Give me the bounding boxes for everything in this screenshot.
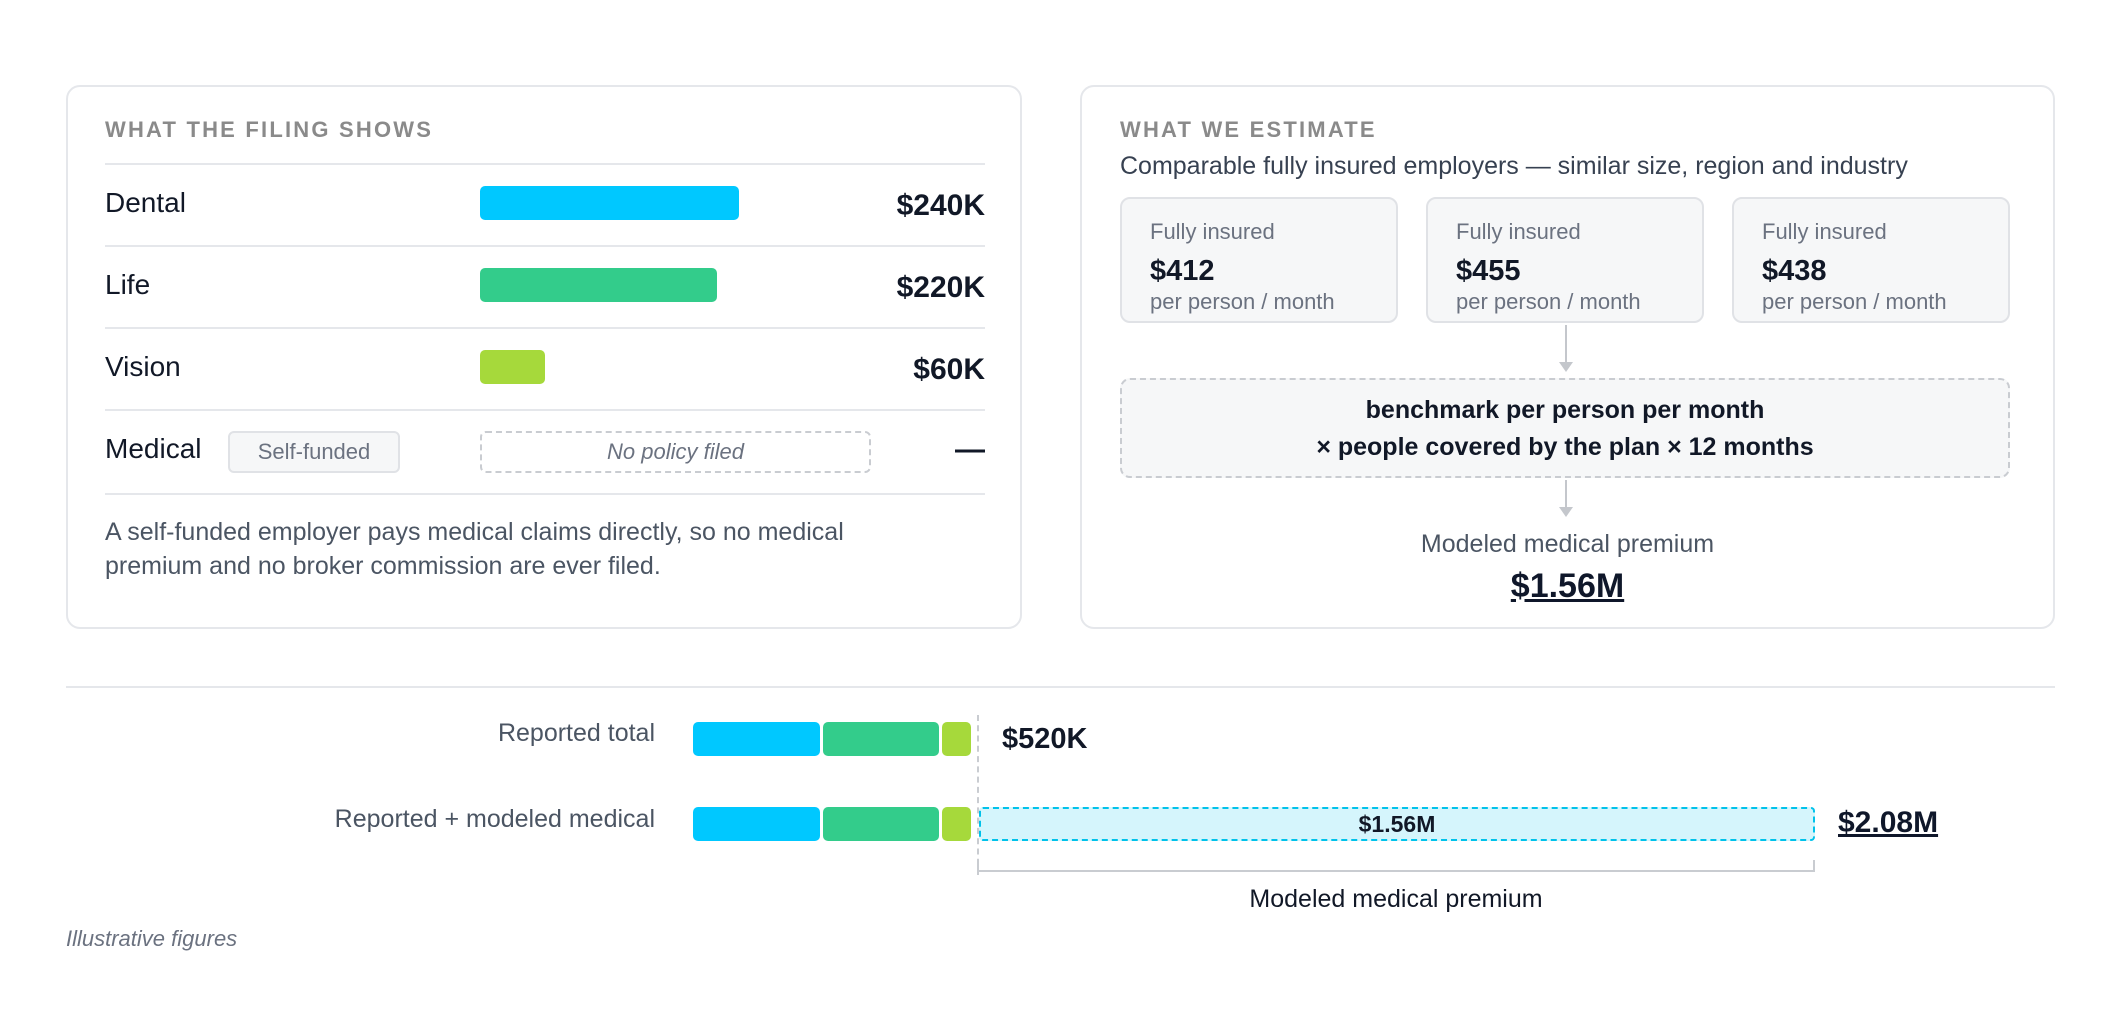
stack-segment-dental <box>693 722 820 756</box>
benchmark-amount: $412 <box>1150 255 1215 287</box>
filing-card: WHAT THE FILING SHOWS Dental $240K Life … <box>66 85 1022 629</box>
estimate-card: WHAT WE ESTIMATE Comparable fully insure… <box>1080 85 2055 629</box>
arrow-head-icon <box>1559 507 1573 517</box>
coverage-label: Medical <box>105 433 202 464</box>
stack-segment-vision <box>942 807 971 841</box>
arrow-down-icon <box>1565 480 1567 510</box>
benchmark-amount: $455 <box>1456 255 1521 287</box>
stack-segment-life <box>823 807 939 841</box>
coverage-row-medical: Medical Self-funded No policy filed — <box>105 409 985 495</box>
benchmark-kicker: Fully insured <box>1456 219 1581 244</box>
arrow-down-icon <box>1565 325 1567 365</box>
coverage-value: $60K <box>913 353 985 386</box>
formula-box: benchmark per person per month × people … <box>1120 378 2010 478</box>
reported-end-guide <box>977 715 979 875</box>
coverage-row-vision: Vision $60K <box>105 327 985 411</box>
reported-total-value: $520K <box>1002 723 1088 755</box>
modeled-premium-label: Modeled medical premium <box>1420 530 1715 558</box>
benchmark-unit: per person / month <box>1456 289 1641 314</box>
arrow-head-icon <box>1559 362 1573 372</box>
modeled-medical-segment: $1.56M <box>979 807 1815 841</box>
combined-total-value: $2.08M <box>1838 806 1939 839</box>
benchmark-amount: $438 <box>1762 255 1827 287</box>
coverage-value: $240K <box>896 189 985 222</box>
coverage-label: Life <box>105 269 151 300</box>
coverage-label: Vision <box>105 351 181 382</box>
medical-value: — <box>955 433 985 466</box>
stack-segment-life <box>823 722 939 756</box>
self-funded-badge: Self-funded <box>228 431 400 473</box>
illustrative-footnote: Illustrative figures <box>66 926 238 951</box>
combined-total-label: Reported + modeled medical <box>334 805 655 833</box>
coverage-bar <box>480 186 739 220</box>
benchmark-unit: per person / month <box>1762 289 1947 314</box>
filing-eyebrow: WHAT THE FILING SHOWS <box>105 117 434 142</box>
stack-segment-vision <box>942 722 971 756</box>
benchmark-card: Fully insured $438 per person / month <box>1732 197 2010 323</box>
no-policy-placeholder: No policy filed <box>480 431 871 473</box>
benchmark-card: Fully insured $412 per person / month <box>1120 197 1398 323</box>
benchmark-kicker: Fully insured <box>1150 219 1275 244</box>
stack-segment-dental <box>693 807 820 841</box>
modeled-bracket <box>977 860 1815 872</box>
coverage-value: $220K <box>896 271 985 304</box>
coverage-bar <box>480 268 717 302</box>
estimate-subtitle: Comparable fully insured employers — sim… <box>1120 152 1908 180</box>
formula-line-1: benchmark per person per month <box>1365 396 1765 424</box>
coverage-row-life: Life $220K <box>105 245 985 329</box>
benchmark-unit: per person / month <box>1150 289 1335 314</box>
benchmark-kicker: Fully insured <box>1762 219 1887 244</box>
self-funded-note: A self-funded employer pays medical clai… <box>105 518 844 580</box>
reported-total-label: Reported total <box>497 719 655 747</box>
formula-line-2: × people covered by the plan × 12 months <box>1316 433 1814 461</box>
coverage-label: Dental <box>105 187 186 218</box>
modeled-premium-value: $1.56M <box>1510 567 1625 605</box>
benchmark-card: Fully insured $455 per person / month <box>1426 197 1704 323</box>
coverage-row-dental: Dental $240K <box>105 163 985 247</box>
section-divider <box>66 686 2055 688</box>
modeled-bracket-label: Modeled medical premium <box>1249 885 1543 913</box>
estimate-eyebrow: WHAT WE ESTIMATE <box>1120 117 1377 142</box>
coverage-bar <box>480 350 545 384</box>
